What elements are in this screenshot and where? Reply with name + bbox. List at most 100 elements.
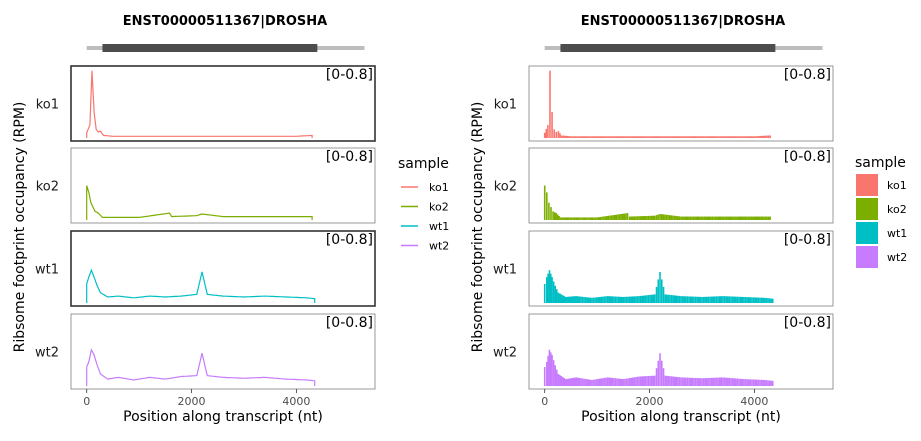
occupancy-bar-wt1	[567, 296, 570, 303]
occupancy-bar-wt1	[675, 295, 678, 303]
occupancy-bar-wt1	[673, 295, 676, 303]
occupancy-bar-wt2	[611, 377, 614, 386]
occupancy-bar-wt2	[636, 376, 639, 386]
occupancy-bar-ko1	[750, 136, 753, 138]
occupancy-bar-wt2	[771, 380, 774, 386]
x-axis-tick-label: 4000	[740, 395, 768, 408]
occupancy-bar-wt2	[617, 378, 620, 386]
occupancy-bar-ko1	[664, 136, 666, 138]
occupancy-bar-ko2	[630, 216, 633, 220]
facet-panel-frame	[528, 147, 834, 224]
occupancy-bar-wt2	[699, 378, 702, 386]
occupancy-bar-wt2	[693, 377, 695, 386]
occupancy-bar-ko1	[733, 136, 736, 138]
occupancy-bar-wt2	[739, 378, 742, 386]
occupancy-bar-ko1	[630, 136, 632, 138]
occupancy-bar-wt1	[738, 296, 740, 303]
occupancy-bar-ko2	[761, 216, 764, 220]
occupancy-bar-ko1	[624, 136, 626, 138]
occupancy-bar-wt1	[749, 297, 752, 303]
occupancy-bar-wt1	[655, 286, 658, 303]
occupancy-bar-ko1	[741, 136, 743, 138]
facet-label: ko1	[494, 98, 517, 113]
occupancy-bar-wt2	[664, 375, 667, 386]
occupancy-bar-ko2	[625, 213, 627, 220]
occupancy-bar-wt2	[681, 377, 684, 386]
x-axis-tick-label: 0	[83, 395, 90, 408]
occupancy-bar-wt1	[706, 296, 708, 303]
occupancy-bar-wt1	[552, 281, 555, 303]
occupancy-bar-ko2	[739, 216, 742, 220]
occupancy-bar-wt2	[576, 377, 579, 386]
occupancy-bar-ko2	[565, 217, 568, 220]
occupancy-bar-wt1	[688, 296, 690, 303]
legend-label: ko1	[429, 181, 449, 194]
occupancy-bar-wt1	[581, 296, 584, 303]
occupancy-bar-ko2	[559, 217, 562, 220]
occupancy-bar-wt1	[578, 296, 581, 303]
occupancy-bar-ko1	[633, 136, 635, 138]
occupancy-bar-ko1	[684, 136, 686, 138]
occupancy-bar-wt1	[625, 296, 628, 303]
occupancy-bar-ko2	[655, 215, 658, 220]
occupancy-bar-ko1	[716, 136, 719, 138]
occupancy-bar-ko1	[708, 136, 711, 138]
occupancy-bar-ko1	[735, 136, 737, 138]
occupancy-bar-ko1	[667, 136, 669, 138]
occupancy-bar-wt2	[707, 377, 710, 386]
occupancy-bar-wt1	[733, 296, 736, 303]
occupancy-bar-ko2	[652, 215, 655, 220]
occupancy-bar-ko1	[608, 136, 611, 138]
occupancy-bar-wt1	[691, 296, 694, 303]
occupancy-bar-ko2	[694, 216, 696, 220]
occupancy-bar-ko1	[656, 136, 659, 138]
occupancy-bar-wt2	[706, 378, 708, 386]
occupancy-bar-wt2	[616, 378, 618, 386]
occupancy-bar-ko2	[636, 216, 639, 220]
occupancy-bar-wt1	[589, 297, 592, 303]
occupancy-bar-wt1	[762, 297, 765, 303]
occupancy-bar-ko1	[670, 136, 672, 138]
occupancy-bar-wt2	[570, 378, 573, 386]
occupancy-bar-ko1	[769, 135, 771, 138]
occupancy-bar-wt2	[554, 365, 557, 386]
occupancy-bar-wt2	[710, 377, 713, 386]
occupancy-bar-wt2	[559, 374, 561, 386]
occupancy-bar-ko1	[711, 136, 714, 138]
occupancy-bar-wt1	[720, 296, 723, 303]
occupancy-bar-ko2	[725, 216, 728, 220]
occupancy-bar-ko1	[616, 136, 618, 138]
occupancy-bar-wt1	[681, 296, 684, 303]
occupancy-bar-wt2	[709, 377, 711, 386]
occupancy-bar-ko2	[697, 216, 700, 220]
occupancy-bar-ko2	[594, 217, 597, 220]
legend-title: sample	[398, 156, 449, 172]
occupancy-bar-ko1	[647, 136, 649, 138]
occupancy-bar-ko2	[749, 216, 751, 220]
occupancy-bar-wt2	[733, 378, 736, 386]
occupancy-bar-ko2	[746, 216, 748, 220]
occupancy-bar-wt2	[741, 378, 744, 386]
occupancy-bar-ko2	[618, 214, 621, 220]
occupancy-bar-wt2	[649, 375, 651, 386]
occupancy-bar-ko1	[559, 133, 561, 138]
occupancy-bar-wt1	[619, 296, 621, 303]
occupancy-bar-ko2	[691, 216, 693, 220]
occupancy-bar-wt1	[765, 297, 768, 303]
occupancy-bar-ko2	[753, 216, 756, 220]
occupancy-bar-ko1	[619, 136, 622, 138]
occupancy-bar-ko1	[568, 136, 571, 138]
occupancy-bar-ko2	[675, 215, 677, 220]
occupancy-bar-wt2	[760, 379, 763, 386]
occupancy-bar-wt2	[575, 377, 577, 386]
occupancy-bar-ko1	[549, 70, 551, 138]
occupancy-bar-ko2	[722, 216, 725, 220]
occupancy-bar-wt2	[738, 378, 740, 386]
occupancy-bar-ko1	[654, 136, 657, 138]
occupancy-bar-wt2	[657, 360, 660, 386]
occupancy-bar-wt2	[725, 377, 727, 386]
occupancy-bar-ko1	[543, 132, 546, 138]
occupancy-bar-wt2	[673, 376, 676, 386]
occupancy-bar-ko2	[760, 216, 762, 220]
occupancy-bar-ko1	[727, 136, 729, 138]
